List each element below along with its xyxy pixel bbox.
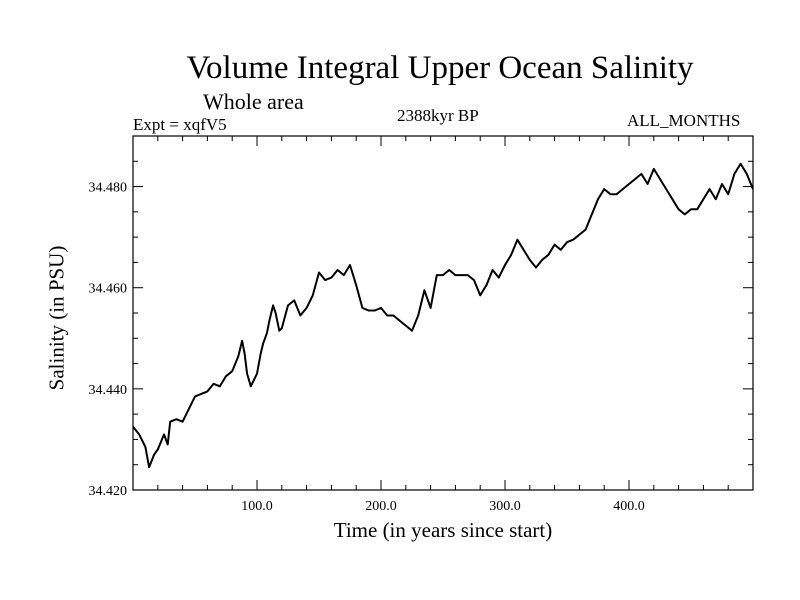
date-label: 2388kyr BP	[397, 106, 479, 125]
x-tick-label: 400.0	[613, 499, 645, 514]
x-tick-label: 100.0	[241, 499, 273, 514]
y-tick-label: 34.420	[89, 484, 128, 499]
x-tick-label: 200.0	[365, 499, 397, 514]
period-label: ALL_MONTHS	[627, 111, 741, 130]
y-tick-label: 34.440	[89, 383, 128, 398]
salinity-series-line	[132, 162, 754, 469]
y-tick-label: 34.480	[89, 181, 128, 196]
chart-title: Volume Integral Upper Ocean Salinity	[186, 50, 694, 86]
experiment-label: Expt = xqfV5	[133, 115, 227, 134]
chart-subtitle: Whole area	[203, 89, 304, 114]
y-tick-label: 34.460	[89, 282, 128, 297]
plot-frame	[132, 135, 754, 491]
x-tick-label: 300.0	[489, 499, 521, 514]
x-axis-label: Time (in years since start)	[333, 518, 553, 542]
